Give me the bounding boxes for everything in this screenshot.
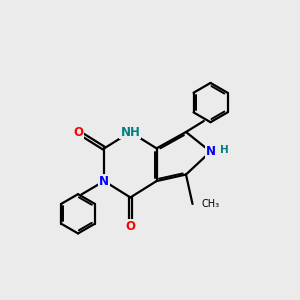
Text: O: O bbox=[125, 220, 135, 233]
Text: NH: NH bbox=[120, 125, 140, 139]
Text: N: N bbox=[206, 145, 215, 158]
Text: H: H bbox=[220, 145, 228, 155]
Text: CH₃: CH₃ bbox=[202, 199, 220, 209]
Text: N: N bbox=[99, 175, 109, 188]
Text: O: O bbox=[73, 125, 83, 139]
